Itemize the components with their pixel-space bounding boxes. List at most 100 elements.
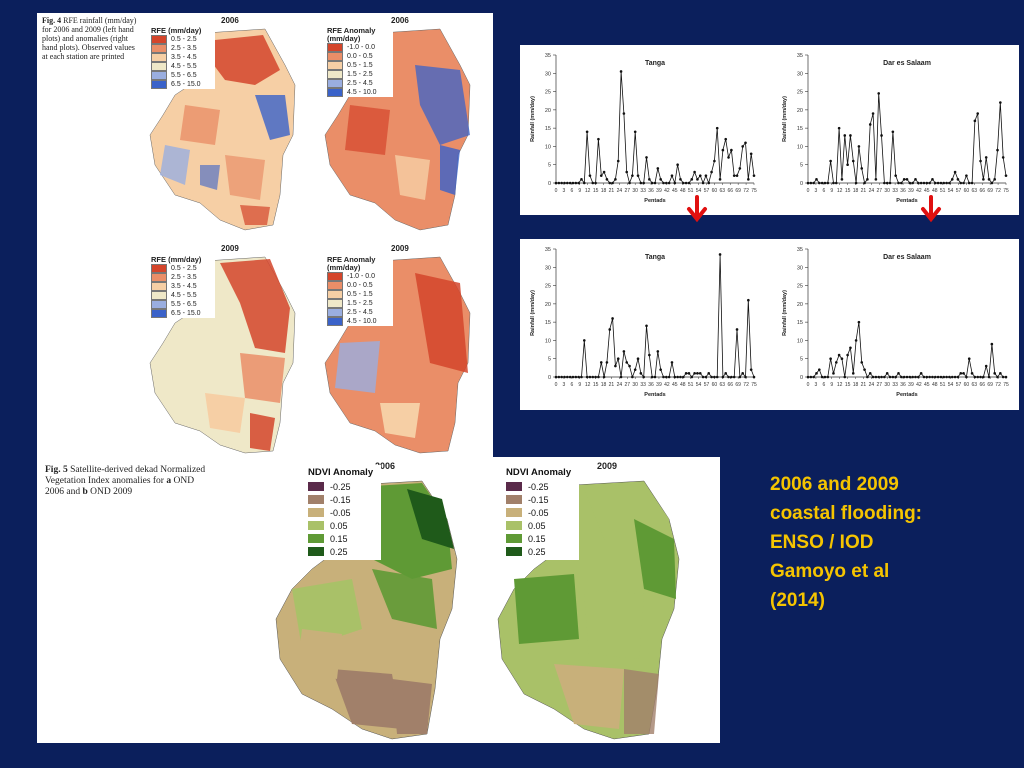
data-point bbox=[670, 361, 674, 364]
y-tick-label: 20 bbox=[797, 108, 803, 114]
data-point bbox=[877, 92, 881, 95]
data-point bbox=[868, 123, 872, 126]
data-point bbox=[681, 375, 685, 379]
data-point bbox=[953, 375, 957, 379]
data-point bbox=[809, 375, 813, 379]
data-point bbox=[854, 181, 858, 185]
x-tick-label: 21 bbox=[861, 382, 867, 388]
y-tick-label: 5 bbox=[548, 163, 551, 169]
x-tick-label: 57 bbox=[956, 382, 962, 388]
x-tick-label: 57 bbox=[956, 188, 962, 194]
data-point bbox=[681, 181, 685, 185]
legend-row: 5.5 - 6.5 bbox=[151, 300, 215, 309]
fig4-year-2006-rfe: 2006 bbox=[221, 16, 239, 25]
arrow-down-icon bbox=[687, 195, 707, 223]
data-point bbox=[950, 375, 954, 379]
rfe-anomaly-map-2006 bbox=[324, 28, 471, 231]
y-tick-label: 30 bbox=[545, 71, 551, 77]
x-tick-label: 51 bbox=[688, 188, 694, 194]
data-point bbox=[574, 375, 578, 379]
data-point bbox=[829, 159, 832, 163]
data-point bbox=[749, 152, 753, 156]
data-point bbox=[846, 353, 849, 357]
data-point bbox=[950, 178, 954, 181]
legend-label: 0.05 bbox=[528, 520, 546, 531]
legend-swatch bbox=[327, 70, 343, 79]
legend-row: -0.15 bbox=[308, 493, 378, 506]
rfe-legend-title: RFE (mm/day) bbox=[151, 26, 202, 35]
legend-label: -1.0 - 0.0 bbox=[347, 273, 376, 280]
data-point bbox=[823, 375, 827, 379]
data-point bbox=[840, 178, 844, 181]
data-point bbox=[829, 357, 832, 361]
legend-row: -0.25 bbox=[506, 480, 576, 493]
data-point bbox=[959, 372, 963, 375]
y-tick-label: 25 bbox=[545, 90, 551, 96]
x-tick-label: 57 bbox=[704, 382, 710, 388]
legend-swatch bbox=[151, 264, 167, 273]
data-point bbox=[747, 178, 750, 181]
data-point bbox=[560, 181, 563, 185]
data-point bbox=[851, 159, 855, 163]
summary-line: (2014) bbox=[770, 590, 825, 611]
x-tick-label: 6 bbox=[822, 188, 825, 194]
y-tick-label: 35 bbox=[545, 247, 551, 253]
legend-row: 0.5 - 1.5 bbox=[327, 61, 393, 70]
legend-row: 0.5 - 2.5 bbox=[151, 35, 215, 44]
data-point bbox=[1001, 375, 1005, 379]
rfe-map-2006 bbox=[149, 28, 296, 231]
x-tick-label: 72 bbox=[995, 188, 1001, 194]
x-tick-label: 24 bbox=[617, 382, 623, 388]
data-point bbox=[809, 181, 813, 185]
x-tick-label: 75 bbox=[1003, 382, 1009, 388]
legend-label: 0.15 bbox=[330, 533, 348, 544]
legend-label: 5.5 - 6.5 bbox=[171, 301, 197, 308]
legend-swatch bbox=[506, 495, 522, 504]
data-point bbox=[744, 141, 747, 145]
data-point bbox=[639, 181, 643, 185]
data-point bbox=[656, 167, 660, 170]
chart-title: Tanga bbox=[645, 60, 665, 67]
x-tick-label: 27 bbox=[624, 382, 630, 388]
data-point bbox=[710, 375, 713, 379]
data-point bbox=[554, 181, 558, 185]
legend-row: 4.5 - 5.5 bbox=[151, 291, 215, 300]
x-tick-label: 21 bbox=[609, 188, 615, 194]
y-tick-label: 35 bbox=[797, 247, 803, 253]
x-tick-label: 0 bbox=[555, 382, 558, 388]
y-tick-label: 25 bbox=[797, 284, 803, 290]
data-point bbox=[911, 375, 914, 379]
data-point bbox=[866, 375, 869, 379]
data-point bbox=[602, 375, 606, 379]
slide-summary-text: 2006 and 2009 coastal flooding: ENSO / I… bbox=[770, 470, 1010, 615]
x-tick-label: 3 bbox=[815, 188, 818, 194]
data-point bbox=[928, 375, 931, 379]
x-tick-label: 27 bbox=[876, 188, 882, 194]
data-point bbox=[871, 112, 875, 115]
data-point bbox=[948, 181, 951, 185]
legend-label: 0.5 - 1.5 bbox=[347, 291, 373, 298]
y-tick-label: 10 bbox=[797, 144, 803, 150]
data-point bbox=[554, 375, 558, 379]
data-point bbox=[967, 181, 971, 185]
data-point bbox=[922, 375, 926, 379]
data-point bbox=[939, 375, 943, 379]
data-point bbox=[747, 298, 750, 302]
y-tick-label: 25 bbox=[797, 90, 803, 96]
x-tick-label: 0 bbox=[555, 188, 558, 194]
legend-label: -0.25 bbox=[330, 481, 351, 492]
data-point bbox=[577, 375, 580, 379]
data-point bbox=[931, 178, 934, 181]
data-point bbox=[860, 361, 864, 364]
x-tick-label: 60 bbox=[964, 188, 970, 194]
data-point bbox=[707, 372, 711, 375]
x-tick-label: 42 bbox=[916, 382, 922, 388]
data-point bbox=[984, 156, 988, 159]
x-tick-label: 69 bbox=[987, 188, 993, 194]
data-point bbox=[625, 170, 629, 174]
data-point bbox=[891, 130, 895, 134]
legend-row: 4.5 - 10.0 bbox=[327, 88, 393, 97]
legend-row: 0.5 - 2.5 bbox=[151, 264, 215, 273]
data-point bbox=[936, 375, 940, 379]
legend-label: 0.5 - 2.5 bbox=[171, 265, 197, 272]
